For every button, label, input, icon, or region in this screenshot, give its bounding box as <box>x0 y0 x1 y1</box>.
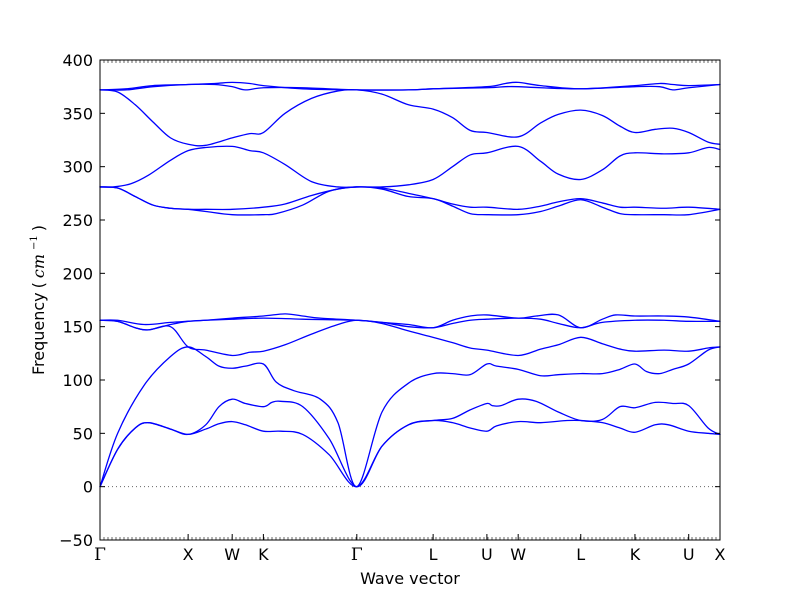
band-8 <box>99 186 721 211</box>
y-axis-unit-exponent: −1 <box>29 235 40 250</box>
y-tick-label: 100 <box>62 371 93 390</box>
band-4 <box>99 317 721 331</box>
x-tick-label: K <box>630 545 641 564</box>
band-12 <box>99 81 721 91</box>
x-tick-label: W <box>224 545 240 564</box>
band-6 <box>99 313 721 329</box>
plot-area <box>99 59 721 541</box>
x-tick-label: K <box>258 545 269 564</box>
y-tick-label: 0 <box>83 478 93 497</box>
x-tick-label: U <box>683 545 695 564</box>
band-10 <box>99 88 721 147</box>
y-tick-label: 150 <box>62 318 93 337</box>
band-5 <box>99 319 721 357</box>
plot-frame <box>99 59 721 541</box>
band-3 <box>99 346 721 488</box>
y-tick-label: 300 <box>62 158 93 177</box>
x-tick-label: Γ <box>94 545 106 565</box>
x-tick-label: X <box>715 545 726 564</box>
y-tick-label: 250 <box>62 211 93 230</box>
svg-text:Frequency ( cm: Frequency ( cm −1 ) <box>24 225 48 375</box>
band-2 <box>99 398 721 488</box>
x-tick-label: X <box>183 545 194 564</box>
x-tick-label: U <box>481 545 493 564</box>
x-axis-label: Wave vector <box>360 569 460 588</box>
x-tick-label: L <box>576 545 585 564</box>
y-tick-label: 200 <box>62 264 93 283</box>
y-tick-label: 400 <box>62 51 93 70</box>
x-tick-label: L <box>429 545 438 564</box>
y-tick-label: 350 <box>62 104 93 123</box>
y-axis-ticks: −50 0 50 100 150 200 250 300 350 400 <box>59 51 720 550</box>
band-9 <box>99 145 721 188</box>
y-tick-label: −50 <box>59 531 93 550</box>
y-axis-label-group: Frequency ( cm −1 ) <box>24 225 48 375</box>
y-tick-label: 50 <box>73 424 93 443</box>
y-axis-unit: cm <box>29 254 48 278</box>
x-tick-label: W <box>510 545 526 564</box>
y-axis-label: Frequency <box>29 292 48 375</box>
x-tick-label: Γ <box>351 545 363 565</box>
